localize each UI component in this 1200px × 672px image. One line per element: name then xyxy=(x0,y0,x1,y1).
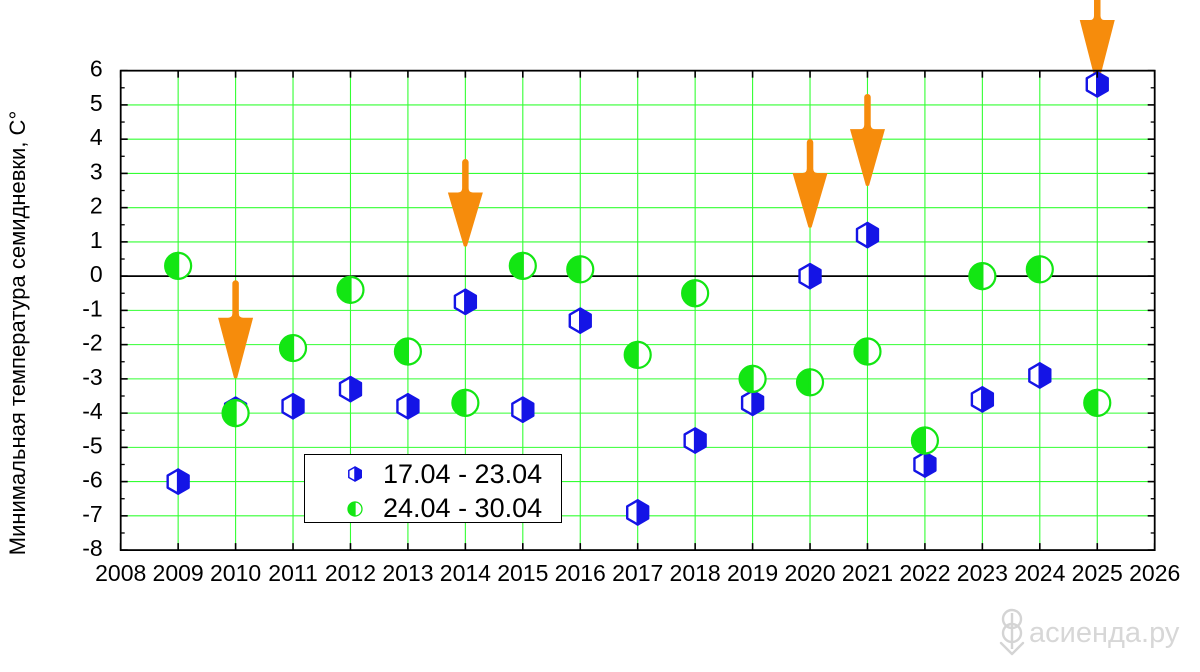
svg-text:-6: -6 xyxy=(82,467,102,493)
svg-text:2009: 2009 xyxy=(153,560,204,586)
svg-text:2: 2 xyxy=(90,193,103,219)
svg-text:2014: 2014 xyxy=(440,560,491,586)
svg-text:2023: 2023 xyxy=(957,560,1008,586)
svg-text:2020: 2020 xyxy=(784,560,835,586)
svg-text:2016: 2016 xyxy=(555,560,606,586)
svg-text:2018: 2018 xyxy=(670,560,721,586)
svg-text:-5: -5 xyxy=(82,432,102,458)
svg-text:2008: 2008 xyxy=(95,560,146,586)
svg-text:2015: 2015 xyxy=(497,560,548,586)
svg-text:2012: 2012 xyxy=(325,560,376,586)
svg-text:2026: 2026 xyxy=(1129,560,1180,586)
svg-text:-2: -2 xyxy=(82,330,102,356)
svg-text:-8: -8 xyxy=(82,535,102,561)
svg-text:4: 4 xyxy=(90,124,103,150)
svg-text:2025: 2025 xyxy=(1072,560,1123,586)
svg-text:2019: 2019 xyxy=(727,560,778,586)
svg-text:3: 3 xyxy=(90,158,103,184)
svg-text:-4: -4 xyxy=(82,398,103,424)
svg-text:5: 5 xyxy=(90,90,103,116)
svg-text:2022: 2022 xyxy=(899,560,950,586)
svg-text:-3: -3 xyxy=(82,364,102,390)
svg-text:-1: -1 xyxy=(82,295,102,321)
svg-text:2021: 2021 xyxy=(842,560,893,586)
svg-text:2013: 2013 xyxy=(382,560,433,586)
svg-text:1: 1 xyxy=(90,227,103,253)
svg-text:2017: 2017 xyxy=(612,560,663,586)
svg-text:-7: -7 xyxy=(82,501,102,527)
svg-text:2010: 2010 xyxy=(210,560,261,586)
svg-text:2011: 2011 xyxy=(268,560,317,586)
svg-text:2024: 2024 xyxy=(1014,560,1065,586)
svg-text:6: 6 xyxy=(90,56,103,82)
svg-text:0: 0 xyxy=(90,261,103,287)
